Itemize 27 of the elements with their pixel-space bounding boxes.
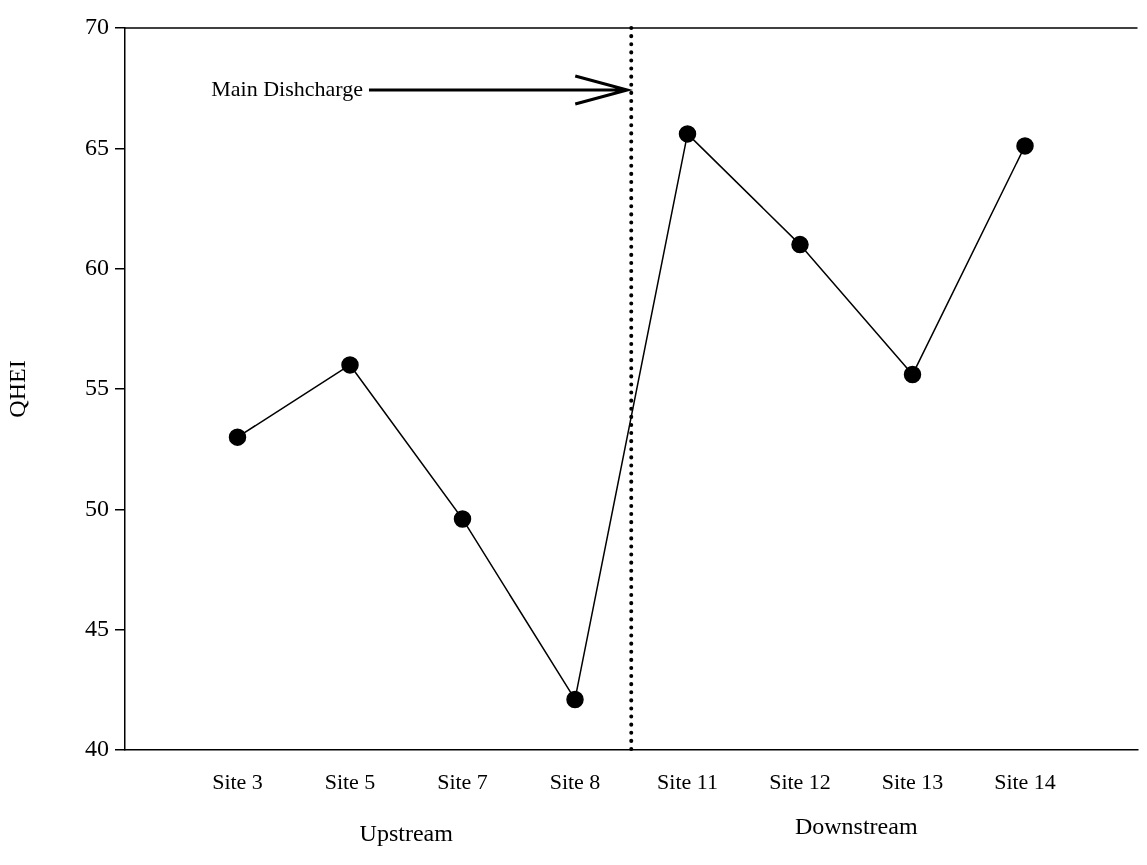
- x-tick-label: Site 13: [881, 768, 944, 794]
- x-tick-label: Site 7: [437, 768, 488, 794]
- annotation: Main Dishcharge: [211, 75, 363, 101]
- y-tick-label: 50: [85, 494, 109, 521]
- y-tick-label: 40: [85, 735, 109, 762]
- y-tick-label: 70: [85, 13, 109, 40]
- point: [566, 690, 584, 709]
- x-tick-label: Site 8: [549, 768, 601, 794]
- x-tick-label: Site 5: [324, 768, 376, 794]
- point: [903, 365, 922, 384]
- point: [453, 510, 472, 528]
- point: [791, 235, 809, 254]
- point: [678, 125, 697, 143]
- y-tick-label: 45: [85, 614, 109, 641]
- point: [1016, 137, 1034, 155]
- x-tick-label: Site 14: [994, 768, 1056, 794]
- y-tick-label: 55: [85, 374, 109, 401]
- x-tick-label: Site 12: [769, 768, 831, 794]
- y-tick-label: 65: [85, 133, 109, 160]
- x-tick-label: Site 11: [657, 768, 718, 794]
- point: [341, 356, 359, 374]
- y-axis-title: QHEI: [3, 360, 30, 418]
- text: Upstream: [359, 820, 454, 847]
- y-tick-label: 60: [85, 253, 109, 280]
- text: Downstream: [794, 813, 918, 840]
- point: [228, 428, 247, 446]
- x-tick-label: Site 3: [212, 768, 263, 794]
